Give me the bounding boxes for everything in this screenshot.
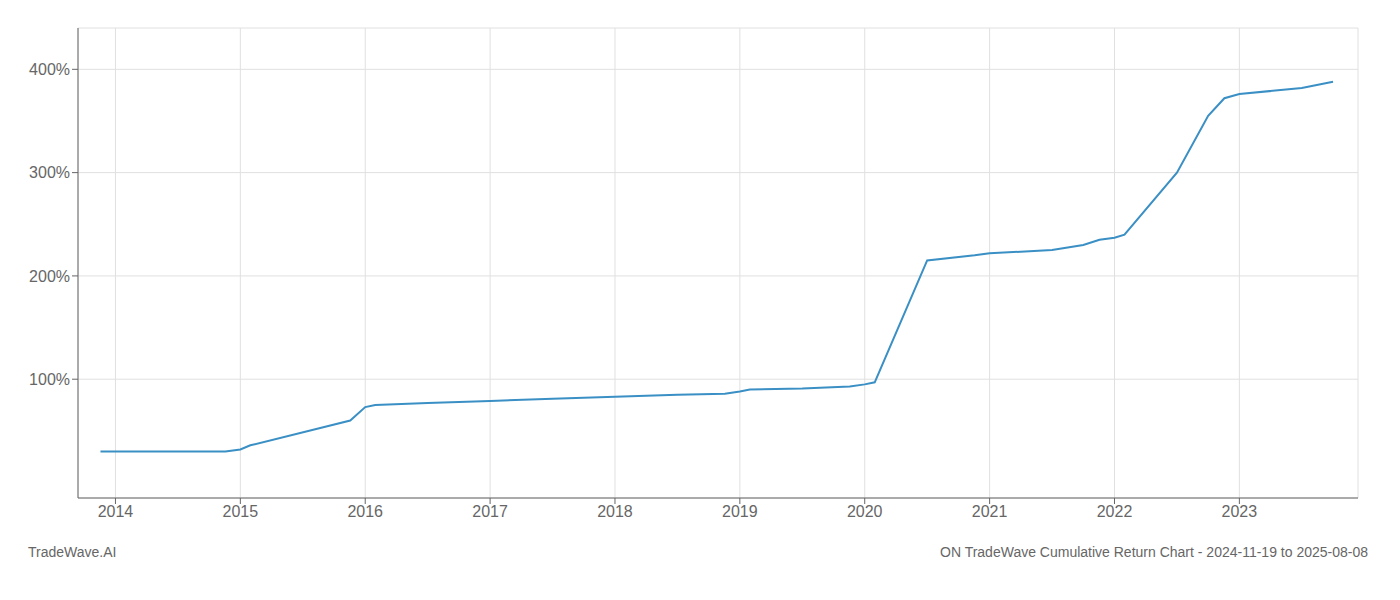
html-text:ON TradeWave Cumulative Return: ON TradeWave Cumulative Return Chart - 2… — [940, 544, 1368, 560]
svg-text:2015: 2015 — [223, 503, 259, 520]
svg-text:2022: 2022 — [1097, 503, 1133, 520]
svg-text:100%: 100% — [29, 371, 70, 388]
svg-text:2020: 2020 — [847, 503, 883, 520]
html-text:TradeWave.AI: TradeWave.AI — [28, 544, 117, 560]
svg-text:2018: 2018 — [597, 503, 633, 520]
svg-text:2021: 2021 — [972, 503, 1008, 520]
svg-text:400%: 400% — [29, 61, 70, 78]
svg-text:2014: 2014 — [98, 503, 134, 520]
svg-text:2017: 2017 — [472, 503, 508, 520]
svg-text:200%: 200% — [29, 268, 70, 285]
svg-text:2023: 2023 — [1222, 503, 1258, 520]
svg-text:2019: 2019 — [722, 503, 758, 520]
svg-text:2016: 2016 — [347, 503, 383, 520]
svg-text:300%: 300% — [29, 164, 70, 181]
